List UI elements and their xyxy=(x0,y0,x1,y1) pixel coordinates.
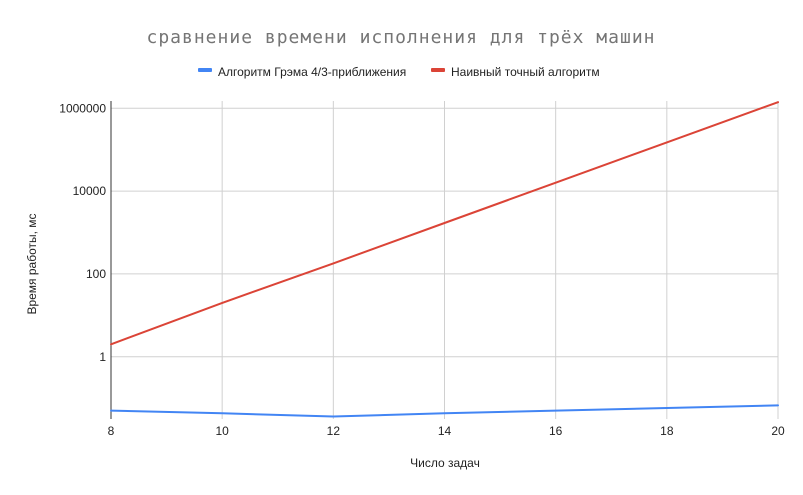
y-tick-labels: 1 100 10000 1000000 xyxy=(59,101,106,363)
x-tick-label: 14 xyxy=(438,424,452,438)
series-line-1 xyxy=(110,101,779,346)
legend-label-naive: Наивный точный алгоритм xyxy=(451,65,600,79)
chart-title: сравнение времени исполнения для трёх ма… xyxy=(147,27,656,48)
legend-swatch-naive xyxy=(431,68,445,72)
y-tick-label: 1000000 xyxy=(59,101,106,115)
series-line-0 xyxy=(110,404,779,418)
x-tick-label: 20 xyxy=(771,424,785,438)
y-gridlines xyxy=(110,101,778,419)
y-tick-label: 100 xyxy=(86,267,106,281)
y-tick-label: 10000 xyxy=(73,184,107,198)
x-gridlines xyxy=(221,101,779,419)
legend-label-graham: Алгоритм Грэма 4/3-приближения xyxy=(218,65,406,79)
x-tick-labels: 8 10 12 14 16 18 20 xyxy=(108,424,785,438)
x-tick-label: 12 xyxy=(327,424,341,438)
series-lines xyxy=(110,101,779,418)
legend-swatch-graham xyxy=(198,68,212,72)
y-tick-label: 1 xyxy=(99,350,106,364)
x-tick-label: 8 xyxy=(108,424,115,438)
x-tick-label: 10 xyxy=(215,424,229,438)
y-axis-title: Время работы, мс xyxy=(25,213,39,314)
legend: Алгоритм Грэма 4/3-приближения Наивный т… xyxy=(198,65,600,79)
x-axis-title: Число задач xyxy=(410,456,480,470)
x-tick-label: 18 xyxy=(660,424,674,438)
x-tick-label: 16 xyxy=(549,424,563,438)
